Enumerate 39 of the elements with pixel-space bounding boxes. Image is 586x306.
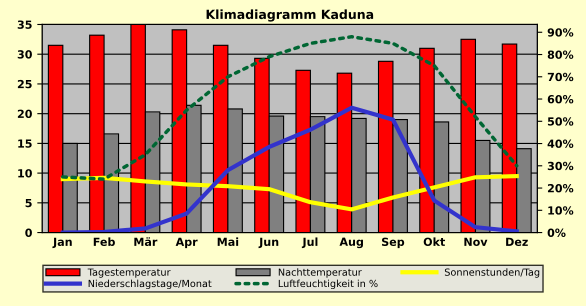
line-series xyxy=(61,34,518,181)
y2-tick-label: 90% xyxy=(548,28,574,37)
y2-tick-label: 80% xyxy=(548,50,574,59)
x-tick-label: Okt xyxy=(424,237,446,246)
x-tick-label: Dez xyxy=(506,238,528,246)
y-tick-label: 15 xyxy=(18,140,32,148)
x-tick-label: Nov xyxy=(464,238,488,246)
legend-label: Tagestemperatur xyxy=(88,268,171,278)
y-tick-label: 20 xyxy=(18,110,32,118)
x-tick-label: Aug xyxy=(339,238,363,248)
y-tick-label: 30 xyxy=(18,50,32,59)
y2-tick-label: 20% xyxy=(548,184,574,192)
y2-tick-label: 50% xyxy=(548,117,574,126)
legend-label: Nachttemperatur xyxy=(278,268,362,278)
line-series xyxy=(60,174,519,212)
y2-tick-label: 40% xyxy=(548,140,574,148)
x-tick-label: Feb xyxy=(94,237,115,246)
x-tick-label: Mai xyxy=(218,237,238,246)
line-series xyxy=(60,106,519,233)
x-tick-label: Apr xyxy=(176,238,198,248)
x-tick-label: Mär xyxy=(134,237,158,246)
legend-label: Luftfeuchtigkeit in % xyxy=(278,280,378,290)
chart-title: Klimadiagramm Kaduna xyxy=(206,9,374,22)
x-tick-label: Jan xyxy=(52,238,72,248)
y2-tick-label: 70% xyxy=(548,72,574,82)
legend-label: Sonnenstunden/Tag xyxy=(444,268,540,278)
x-tick-label: Sep xyxy=(382,238,404,248)
y2-tick-label: 10% xyxy=(548,206,574,215)
y-tick-label: 25 xyxy=(18,80,32,88)
y-tick-label: 5 xyxy=(26,198,32,208)
legend-label: Niederschlagstage/Monat xyxy=(88,280,212,290)
y2-tick-label: 0% xyxy=(548,228,566,237)
y-tick-label: 0 xyxy=(25,228,32,237)
y2-tick-label: 30% xyxy=(548,162,574,170)
x-tick-label: Jul xyxy=(302,237,318,248)
y2-tick-label: 60% xyxy=(548,95,574,104)
x-tick-label: Jun xyxy=(258,238,278,248)
y-tick-label: 35 xyxy=(18,20,32,29)
y-tick-label: 10 xyxy=(18,169,32,178)
